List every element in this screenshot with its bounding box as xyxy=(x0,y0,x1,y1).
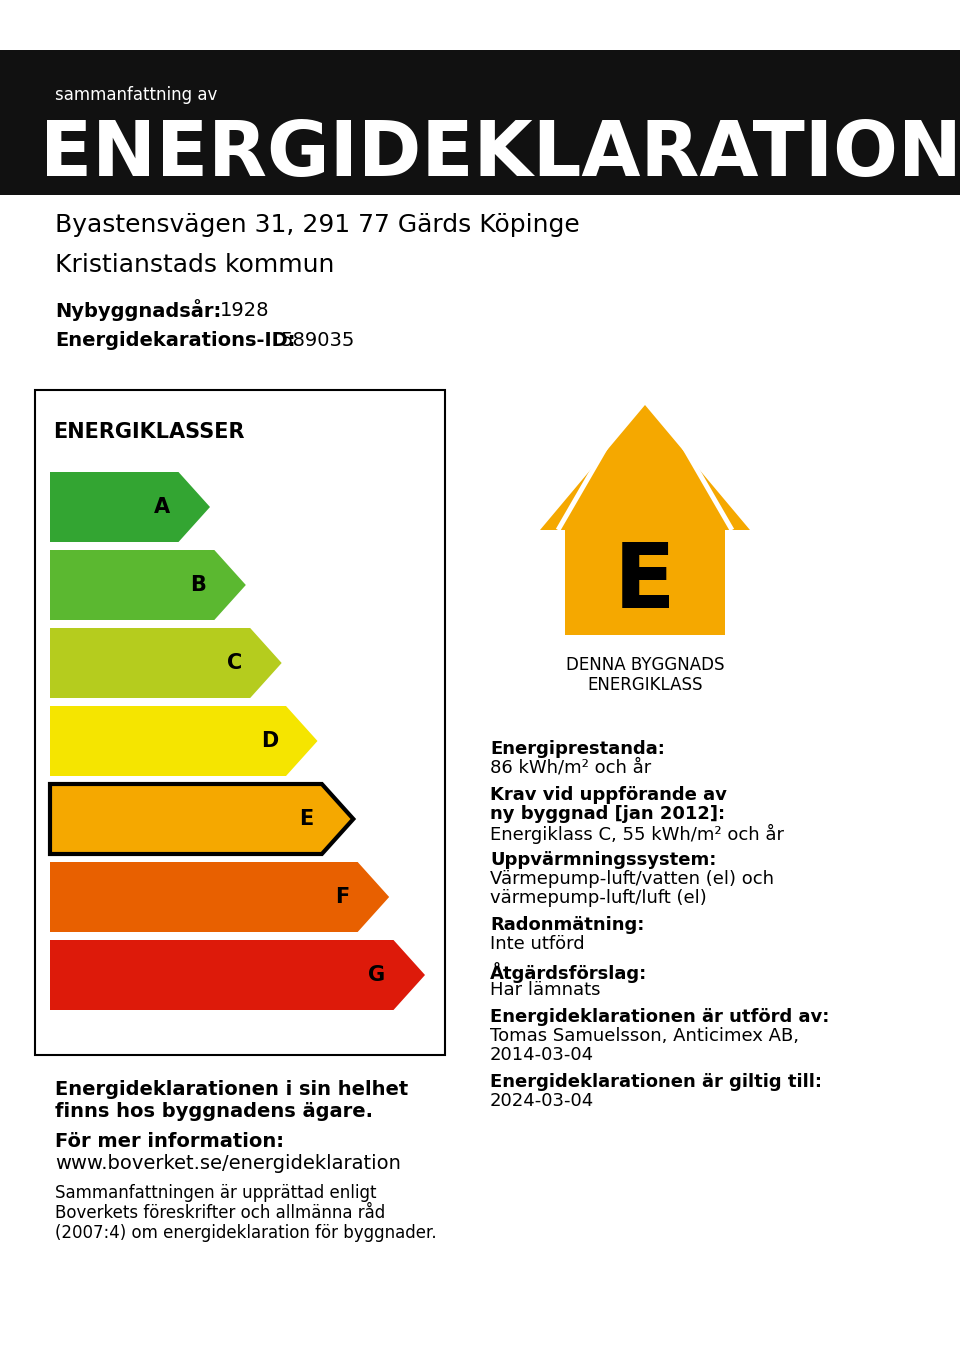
Text: Energiklass C, 55 kWh/m² och år: Energiklass C, 55 kWh/m² och år xyxy=(490,824,784,844)
Text: ny byggnad [jan 2012]:: ny byggnad [jan 2012]: xyxy=(490,805,725,823)
Polygon shape xyxy=(50,706,318,776)
Text: www.boverket.se/energideklaration: www.boverket.se/energideklaration xyxy=(55,1154,401,1173)
Text: Sammanfattningen är upprättad enligt: Sammanfattningen är upprättad enligt xyxy=(55,1184,376,1203)
Text: C: C xyxy=(227,652,242,673)
Text: Energideklarationen är giltig till:: Energideklarationen är giltig till: xyxy=(490,1073,822,1091)
Text: F: F xyxy=(335,887,349,907)
Text: sammanfattning av: sammanfattning av xyxy=(55,86,217,104)
Text: Radonmätning:: Radonmätning: xyxy=(490,917,644,934)
Text: E: E xyxy=(300,809,314,829)
Text: Uppvärmningssystem:: Uppvärmningssystem: xyxy=(490,851,716,869)
Text: Åtgärdsförslag:: Åtgärdsförslag: xyxy=(490,962,647,983)
Text: ENERGIKLASSER: ENERGIKLASSER xyxy=(53,422,245,443)
Text: 86 kWh/m² och år: 86 kWh/m² och år xyxy=(490,759,651,776)
Polygon shape xyxy=(50,473,210,542)
Text: Har lämnats: Har lämnats xyxy=(490,981,601,998)
Text: D: D xyxy=(261,731,278,750)
Text: Boverkets föreskrifter och allmänna råd: Boverkets föreskrifter och allmänna råd xyxy=(55,1204,385,1222)
Text: B: B xyxy=(190,575,206,595)
Text: ENERGIKLASS: ENERGIKLASS xyxy=(588,676,703,695)
Text: Tomas Samuelsson, Anticimex AB,: Tomas Samuelsson, Anticimex AB, xyxy=(490,1027,799,1045)
Text: 2014-03-04: 2014-03-04 xyxy=(490,1046,594,1064)
Bar xyxy=(565,530,725,635)
Polygon shape xyxy=(540,405,750,530)
Text: För mer information:: För mer information: xyxy=(55,1132,284,1151)
Polygon shape xyxy=(50,785,353,854)
Text: Krav vid uppförande av: Krav vid uppförande av xyxy=(490,786,727,804)
Bar xyxy=(0,50,960,195)
Text: finns hos byggnadens ägare.: finns hos byggnadens ägare. xyxy=(55,1102,373,1121)
Text: Kristianstads kommun: Kristianstads kommun xyxy=(55,253,334,276)
Text: (2007:4) om energideklaration för byggnader.: (2007:4) om energideklaration för byggna… xyxy=(55,1224,437,1242)
Text: 2024-03-04: 2024-03-04 xyxy=(490,1092,594,1110)
Text: Energidekarations-ID:: Energidekarations-ID: xyxy=(55,331,296,350)
Polygon shape xyxy=(50,862,389,932)
Polygon shape xyxy=(50,940,425,1011)
Text: Energiprestanda:: Energiprestanda: xyxy=(490,740,665,759)
Text: värmepump-luft/luft (el): värmepump-luft/luft (el) xyxy=(490,889,707,907)
Text: 589035: 589035 xyxy=(280,331,354,350)
Text: G: G xyxy=(369,966,386,985)
Text: ENERGIDEKLARATION: ENERGIDEKLARATION xyxy=(40,118,960,192)
Text: Inte utförd: Inte utförd xyxy=(490,934,585,953)
Bar xyxy=(35,390,445,1056)
Text: Värmepump-luft/vatten (el) och: Värmepump-luft/vatten (el) och xyxy=(490,870,774,888)
Polygon shape xyxy=(50,550,246,620)
Text: E: E xyxy=(614,538,676,627)
Text: Energideklarationen är utförd av:: Energideklarationen är utförd av: xyxy=(490,1008,829,1026)
Polygon shape xyxy=(50,628,281,697)
Text: Byastensvägen 31, 291 77 Gärds Köpinge: Byastensvägen 31, 291 77 Gärds Köpinge xyxy=(55,212,580,237)
Text: Energideklarationen i sin helhet: Energideklarationen i sin helhet xyxy=(55,1080,408,1099)
Text: Nybyggnadsår:: Nybyggnadsår: xyxy=(55,300,221,321)
Text: 1928: 1928 xyxy=(220,301,270,320)
Text: A: A xyxy=(155,497,171,518)
Text: DENNA BYGGNADS: DENNA BYGGNADS xyxy=(565,656,724,674)
